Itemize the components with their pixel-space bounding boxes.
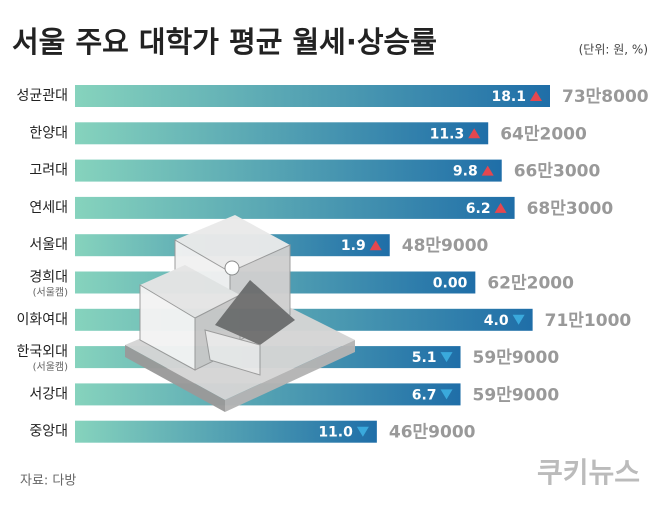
bar bbox=[75, 383, 461, 406]
bars: 성균관대 18.1 73만8000 한양대 11.3 64만2000 고려대 9.8 66만30… bbox=[16, 85, 649, 443]
category-label: 서강대 bbox=[29, 386, 68, 402]
down-arrow bbox=[356, 426, 369, 437]
category-label: 이화여대 bbox=[16, 312, 68, 328]
down-arrow bbox=[440, 352, 453, 363]
rent-label: 46만9000 bbox=[389, 423, 476, 443]
source: 자료: 다방 bbox=[20, 474, 76, 489]
rate-label: 11.3 bbox=[430, 126, 465, 142]
building-illustration bbox=[125, 215, 355, 412]
category-label: 한양대 bbox=[29, 125, 68, 141]
rate-label: 5.1 bbox=[412, 350, 437, 366]
rate-label: 6.2 bbox=[466, 201, 491, 217]
down-arrow bbox=[440, 389, 453, 400]
category-label: 경희대 bbox=[29, 270, 68, 286]
category-label: 서울대 bbox=[29, 237, 68, 253]
rate-label: 4.0 bbox=[484, 313, 509, 329]
chart-title: 서울 주요 대학가 평균 월세·상승률 bbox=[12, 25, 437, 59]
rate-label: 11.0 bbox=[318, 425, 353, 441]
bar bbox=[75, 196, 515, 219]
rent-label: 64만2000 bbox=[500, 124, 587, 144]
rate-label: 9.8 bbox=[453, 164, 478, 180]
category-label: 고려대 bbox=[29, 163, 68, 179]
bar bbox=[75, 85, 550, 107]
category-label: 한국외대 bbox=[16, 344, 68, 360]
up-arrow bbox=[468, 128, 481, 139]
rent-label: 71만1000 bbox=[545, 311, 632, 331]
rent-label: 48만9000 bbox=[402, 236, 489, 256]
rent-label: 59만9000 bbox=[473, 348, 560, 368]
category-sublabel: (서울캠) bbox=[33, 361, 69, 373]
up-arrow bbox=[481, 165, 494, 176]
up-arrow bbox=[530, 91, 542, 101]
rent-label: 66만3000 bbox=[514, 162, 601, 182]
rent-label: 73만8000 bbox=[562, 87, 649, 107]
rent-label: 62만2000 bbox=[487, 274, 574, 294]
category-label: 성균관대 bbox=[16, 88, 68, 104]
rate-label: 18.1 bbox=[491, 89, 526, 105]
bar bbox=[75, 159, 502, 182]
category-sublabel: (서울캠) bbox=[33, 287, 69, 299]
rate-label: 1.9 bbox=[341, 238, 366, 254]
rent-label: 59만9000 bbox=[473, 385, 560, 405]
brand-logo: 쿠키뉴스 bbox=[537, 456, 640, 489]
bar bbox=[75, 122, 489, 145]
rate-label: 6.7 bbox=[412, 387, 437, 403]
rate-label: 0.00 bbox=[433, 276, 468, 292]
up-arrow bbox=[494, 202, 507, 213]
up-arrow bbox=[369, 240, 382, 251]
bar bbox=[75, 420, 377, 443]
category-label: 중앙대 bbox=[29, 424, 68, 440]
rent-label: 68만3000 bbox=[527, 199, 614, 219]
category-label: 연세대 bbox=[29, 200, 68, 216]
down-arrow bbox=[512, 314, 525, 325]
unit-note: (단위: 원, %) bbox=[579, 43, 648, 57]
